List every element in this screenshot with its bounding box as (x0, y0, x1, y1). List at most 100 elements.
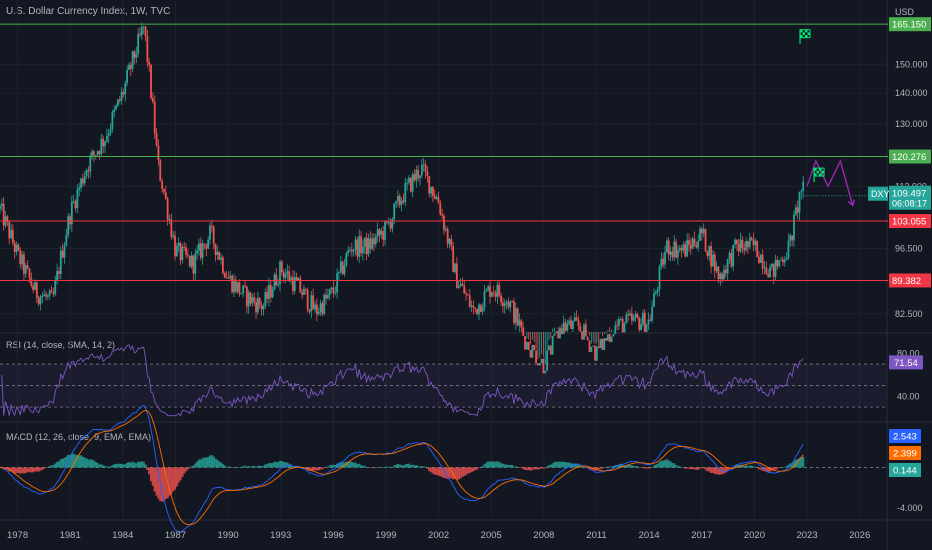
candle-body (330, 287, 333, 290)
candle-body (107, 133, 110, 136)
macd-histogram-bar (792, 461, 796, 468)
candle-body (26, 265, 29, 269)
candle-body (435, 196, 438, 199)
price-tick-label: 82.500 (895, 309, 923, 319)
macd-histogram-bar (236, 466, 239, 468)
candle-body (32, 285, 35, 290)
candle-body (231, 275, 234, 293)
macd-histogram-bar (282, 461, 285, 468)
macd-histogram-bar (249, 466, 252, 468)
candle-body (279, 261, 281, 285)
macd-histogram-bar (463, 467, 466, 476)
candle-body (636, 314, 639, 319)
macd-histogram-bar (510, 464, 514, 468)
time-tick-label: 1999 (375, 530, 396, 541)
candle-body (11, 229, 14, 244)
macd-histogram-bar (774, 467, 777, 470)
candle-body (354, 239, 357, 250)
level-label: 103.055 (892, 217, 926, 228)
candle-body (338, 271, 340, 274)
macd-histogram-bar (138, 461, 142, 468)
macd-histogram-bar (144, 464, 147, 468)
candle-body (91, 151, 94, 157)
macd-histogram-bar (472, 467, 475, 472)
macd-histogram-bar (328, 465, 331, 468)
macd-histogram-bar (800, 457, 803, 468)
candle-body (538, 362, 541, 366)
macd-histogram-bar (206, 456, 210, 468)
candle-body (271, 289, 274, 298)
candle-body (39, 296, 42, 305)
candle-body (654, 291, 657, 294)
candle-body (627, 314, 630, 316)
macd-histogram-bar (195, 461, 199, 468)
candle-body (8, 221, 11, 239)
macd-histogram-bar (754, 466, 757, 468)
macd-histogram-bar (92, 460, 96, 468)
candle-body (304, 288, 307, 291)
candle-body (560, 328, 563, 335)
candle-body (258, 298, 261, 305)
candle-body (629, 313, 631, 316)
macd-legend[interactable]: MACD (12, 26, close, 9, EMA, EMA) (6, 432, 152, 442)
macd-histogram-bar (708, 467, 711, 472)
macd-histogram-bar (300, 467, 304, 469)
candle-body (419, 175, 421, 179)
candle-body (48, 290, 51, 296)
candle-body (286, 271, 289, 274)
candle-body (502, 302, 504, 307)
candle-body (37, 297, 40, 305)
candle-body (678, 247, 681, 251)
macd-histogram-bar (124, 464, 127, 468)
macd-histogram-bar (35, 467, 39, 472)
candle-body (524, 336, 526, 350)
macd-histogram-bar (448, 467, 451, 479)
macd-histogram-bar (428, 467, 431, 472)
time-tick-label: 2008 (533, 530, 554, 541)
candle-body (290, 277, 292, 282)
macd-histogram-bar (628, 464, 632, 468)
macd-histogram-bar (168, 467, 171, 496)
candle-body (535, 350, 537, 364)
macd-histogram-bar (81, 456, 85, 468)
candle-body (413, 174, 416, 181)
candle-body (135, 53, 138, 58)
candle-body (468, 295, 471, 307)
macd-histogram-bar (267, 463, 271, 468)
candle-body (23, 254, 25, 274)
macd-histogram-bar (284, 462, 287, 468)
macd-histogram-bar (315, 467, 319, 471)
macd-histogram-bar (245, 466, 249, 468)
candle-body (201, 243, 204, 258)
level-label: 120.276 (892, 152, 926, 163)
candle-body (164, 192, 167, 199)
macd-histogram-bar (85, 458, 88, 468)
candle-body (717, 266, 720, 279)
macd-histogram-bar (531, 467, 534, 470)
candle-body (498, 284, 501, 296)
macd-histogram-bar (658, 462, 661, 468)
candle-body (492, 292, 495, 294)
macd-histogram-bar (310, 467, 313, 471)
candle-body (146, 36, 149, 62)
macd-histogram-bar (389, 467, 392, 468)
rsi-legend[interactable]: RSI (14, close, SMA, 14, 2) (6, 340, 116, 350)
candle-body (669, 251, 672, 255)
candle-body (640, 324, 642, 331)
macd-histogram-bar (477, 467, 481, 468)
candle-body (605, 338, 607, 341)
macd-histogram-bar (647, 467, 650, 469)
candle-body (664, 252, 666, 265)
macd-histogram-bar (39, 467, 42, 471)
macd-histogram-bar (131, 461, 134, 468)
candle-body (509, 301, 512, 308)
macd-histogram-bar (761, 467, 764, 471)
candle-body (2, 203, 5, 226)
rsi-value-bg (889, 355, 923, 370)
macd-histogram-bar (98, 464, 101, 468)
macd-histogram-bar (768, 467, 772, 472)
candle-body (446, 229, 449, 244)
macd-histogram-bar (262, 465, 265, 468)
rsi-line (1, 344, 804, 417)
